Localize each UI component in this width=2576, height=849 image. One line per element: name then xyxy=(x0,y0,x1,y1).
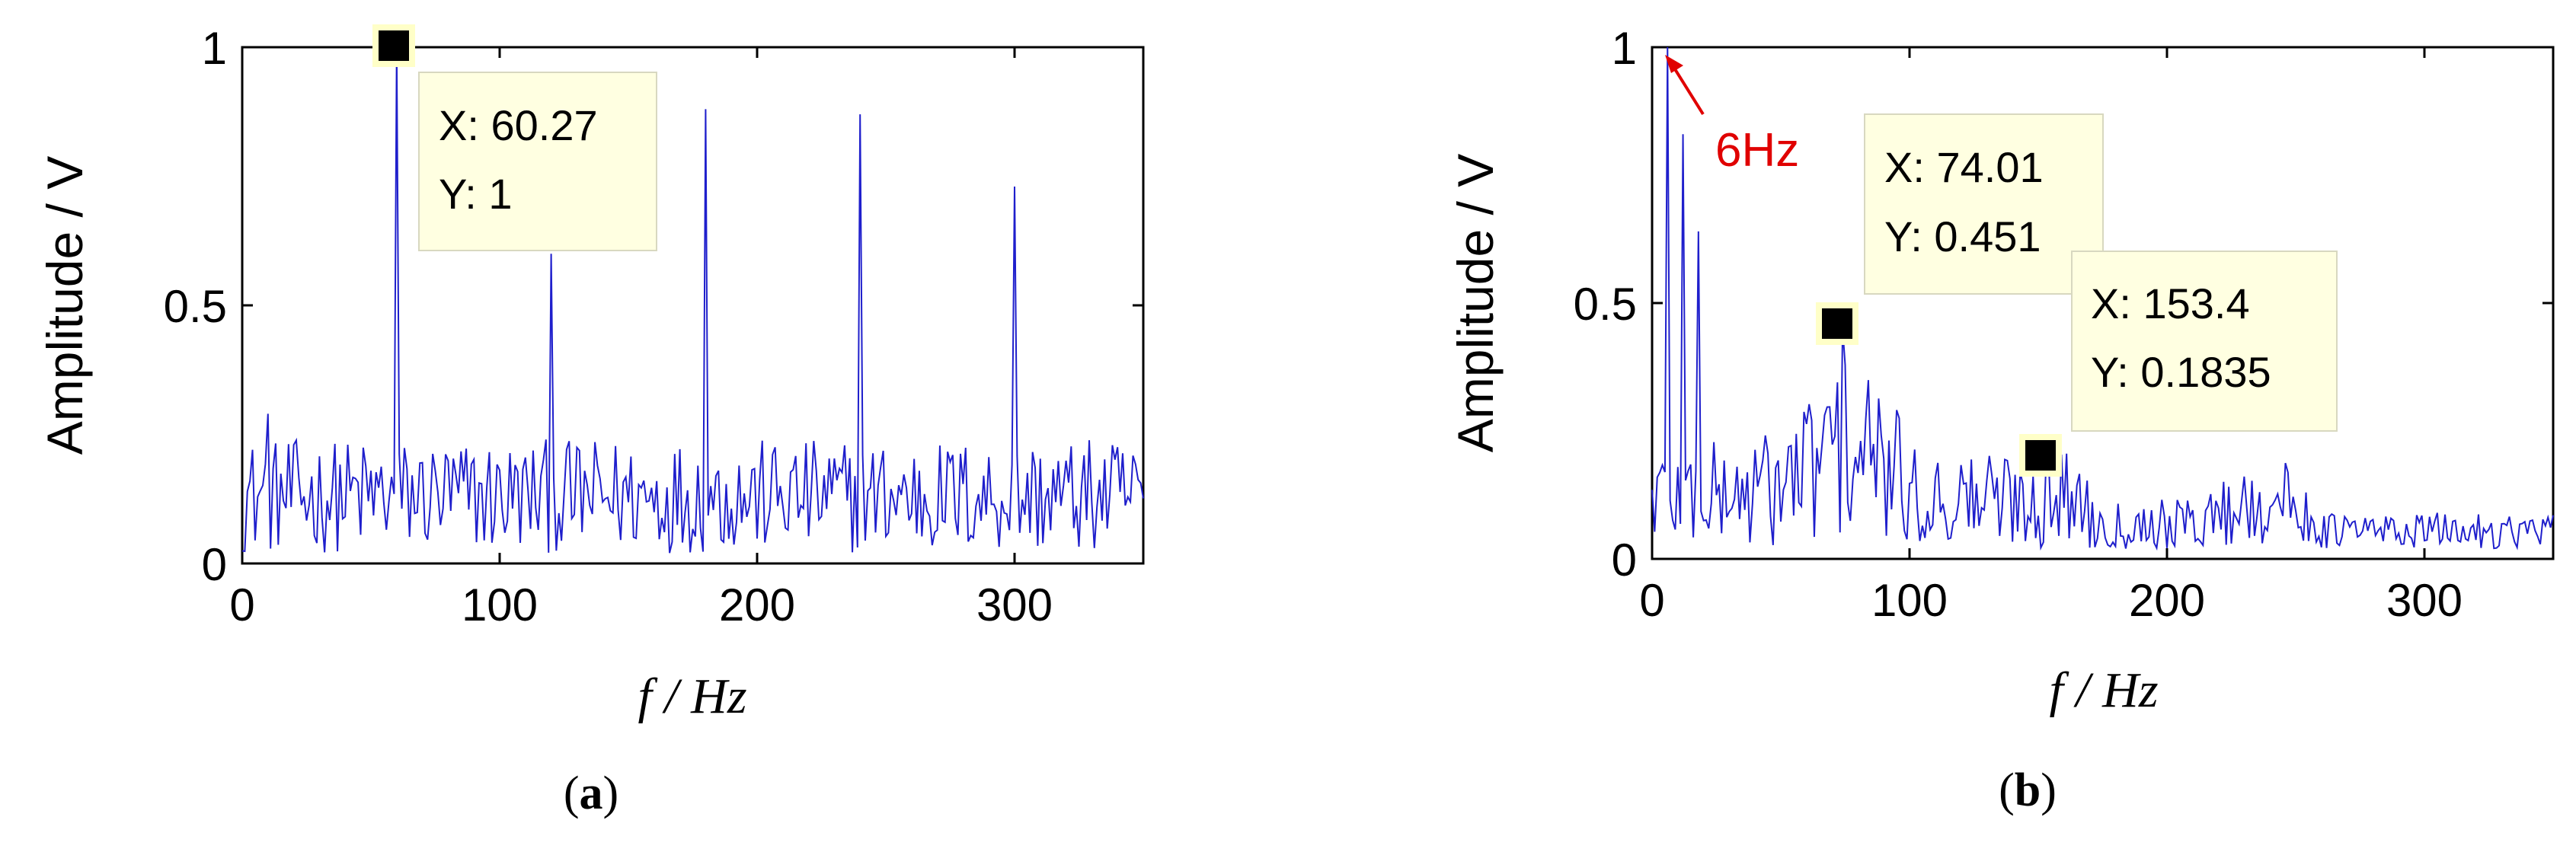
annotation-arrow-b xyxy=(1671,64,1705,116)
panel-label-b: (b) xyxy=(1999,764,2057,816)
xtick-label-a-100: 100 xyxy=(462,579,538,630)
datatip-x-b2: X: 153.4 xyxy=(2091,279,2250,327)
axis-ticks-a xyxy=(241,46,1143,565)
ytick-label-a-0_5: 0.5 xyxy=(164,281,227,332)
xtick-label-b-300: 300 xyxy=(2386,575,2463,626)
datatip-marker-a xyxy=(372,24,415,67)
xtick-label-b-100: 100 xyxy=(1871,575,1948,626)
chart-panel-a: 1 0.5 0 0 100 200 300 Amplitude / V f / … xyxy=(37,23,1145,819)
chart-panel-b: 1 0.5 0 0 100 200 300 Amplitude / V f / … xyxy=(1447,23,2555,816)
datatip-x-b1: X: 74.01 xyxy=(1884,143,2044,191)
xtick-label-a-0: 0 xyxy=(229,579,254,630)
axis-ticks-b xyxy=(1651,46,2553,560)
datatip-y-b1: Y: 0.451 xyxy=(1884,212,2041,260)
xtick-label-a-200: 200 xyxy=(719,579,795,630)
annotation-6hz: 6Hz xyxy=(1715,124,1799,177)
datatip-x-a: X: 60.27 xyxy=(439,101,598,149)
spectrum-series-b xyxy=(1651,46,2554,551)
plot-area-a xyxy=(241,46,1145,565)
x-axis-label-a: f / Hz xyxy=(638,669,746,724)
x-axis-label-b: f / Hz xyxy=(2049,662,2158,718)
spectrum-line-b xyxy=(1651,46,2554,551)
datatip-marker-b2 xyxy=(2019,434,2062,477)
ytick-label-a-1: 1 xyxy=(202,23,227,74)
ytick-label-b-0: 0 xyxy=(1612,535,1637,586)
spectrum-line-a xyxy=(241,46,1144,554)
xtick-label-a-300: 300 xyxy=(976,579,1053,630)
xtick-label-b-200: 200 xyxy=(2129,575,2205,626)
y-axis-label-a: Amplitude / V xyxy=(37,156,93,455)
ytick-label-b-0_5: 0.5 xyxy=(1574,279,1637,330)
annotation-arrowhead-b xyxy=(1665,55,1683,73)
datatip-box-b2 xyxy=(2071,251,2338,432)
y-axis-label-b: Amplitude / V xyxy=(1447,154,1504,453)
datatip-marker-b1 xyxy=(1816,302,1858,345)
datatip-y-a: Y: 1 xyxy=(439,170,513,218)
ytick-label-b-1: 1 xyxy=(1612,23,1637,74)
datatip-y-b2: Y: 0.1835 xyxy=(2091,348,2271,396)
spectrum-series-a xyxy=(241,46,1144,554)
ytick-label-a-0: 0 xyxy=(202,539,227,590)
xtick-label-b-0: 0 xyxy=(1639,575,1664,626)
panel-label-a: (a) xyxy=(564,768,618,819)
datatip-box-a xyxy=(418,72,657,251)
datatip-box-b1 xyxy=(1864,113,2104,295)
